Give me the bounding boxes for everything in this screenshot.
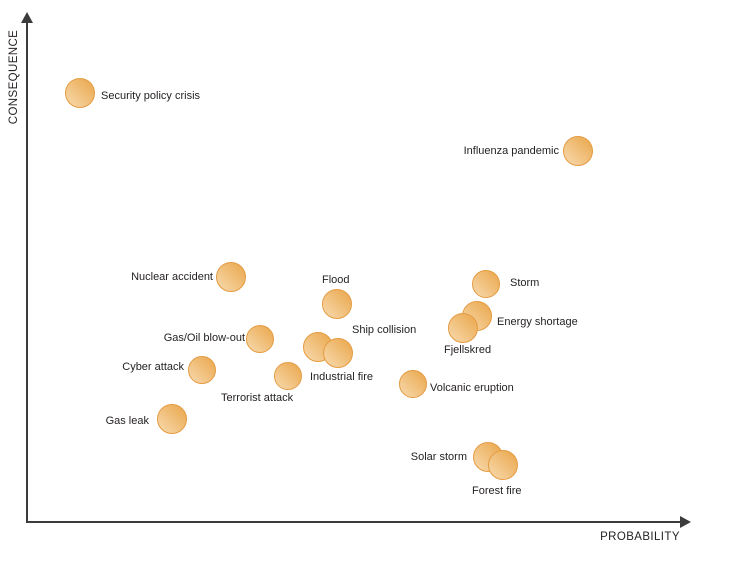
bubble-gas-leak [157, 404, 187, 434]
label-ship-collision: Ship collision [352, 324, 417, 336]
label-cyber-attack: Cyber attack [122, 361, 184, 373]
bubble-storm [472, 270, 500, 298]
bubble-industrial-fire [323, 338, 353, 368]
bubble-volcanic-eruption [399, 370, 427, 398]
label-energy-shortage: Energy shortage [497, 316, 578, 328]
bubble-forest-fire [488, 450, 518, 480]
label-solar-storm: Solar storm [410, 451, 467, 463]
label-terrorist-attack: Terrorist attack [221, 392, 294, 404]
label-storm: Storm [510, 277, 540, 289]
x-axis-arrowhead-icon [680, 516, 691, 528]
y-axis-arrowhead-icon [21, 12, 33, 23]
label-industrial-fire: Industrial fire [310, 371, 373, 383]
bubble-flood [322, 289, 352, 319]
label-security-policy-crisis: Security policy crisis [101, 90, 201, 102]
bubble-influenza-pandemic [563, 136, 593, 166]
label-volcanic-eruption: Volcanic eruption [430, 382, 514, 394]
x-axis-line [26, 521, 682, 523]
bubble-nuclear-accident [216, 262, 246, 292]
bubble-terrorist-attack [274, 362, 302, 390]
label-gas-oil-blow-out: Gas/Oil blow-out [163, 332, 245, 344]
label-gas-leak: Gas leak [105, 415, 149, 427]
bubble-cyber-attack [188, 356, 216, 384]
bubble-gas-oil-blow-out [246, 325, 274, 353]
bubble-security-policy-crisis [65, 78, 95, 108]
label-fjellskred: Fjellskred [444, 344, 492, 356]
label-influenza-pandemic: Influenza pandemic [463, 145, 559, 157]
x-axis-title: PROBABILITY [600, 531, 680, 543]
label-flood: Flood [322, 274, 350, 286]
label-nuclear-accident: Nuclear accident [131, 271, 213, 283]
y-axis-line [26, 20, 28, 522]
label-forest-fire: Forest fire [472, 485, 522, 497]
bubble-fjellskred [448, 313, 478, 343]
